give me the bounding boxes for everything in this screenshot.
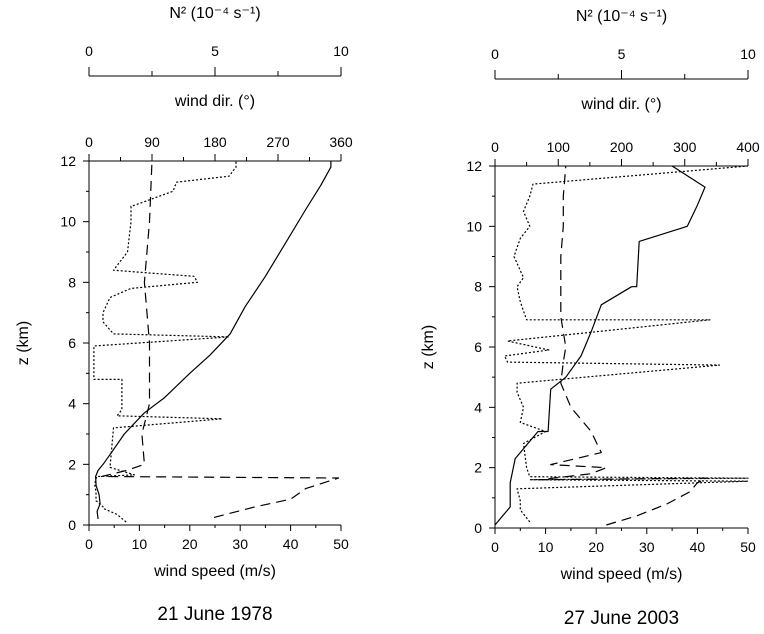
x-axis-tick-label: 20 [182, 536, 198, 552]
y-axis-title: z (km) [420, 325, 437, 369]
panel-caption: 27 June 2003 [564, 608, 679, 629]
y-axis-tick-label: 4 [68, 396, 76, 412]
y-axis-tick-label: 6 [68, 335, 76, 351]
n2-axis-tick-label: 10 [740, 46, 756, 62]
wind-dir-tick-label: 300 [673, 139, 697, 155]
panel-2003: N² (10⁻⁴ s⁻¹) wind dir. (°) z (km) wind … [420, 8, 760, 629]
n2-axis-tick-label: 0 [85, 43, 93, 59]
wind-dir-axis-title: wind dir. (°) [580, 96, 661, 113]
y-axis-title: z (km) [15, 321, 32, 365]
x-axis-tick-label: 30 [639, 539, 655, 555]
series-dashed-line [100, 160, 340, 518]
wind-dir-axis-title: wind dir. (°) [174, 93, 255, 110]
y-axis-tick-label: 8 [68, 274, 76, 290]
x-axis-tick-label: 20 [588, 539, 604, 555]
x-axis-title: wind speed (m/s) [560, 566, 683, 583]
panel-caption: 21 June 1978 [157, 604, 272, 625]
y-axis-tick-label: 10 [60, 214, 76, 230]
series-solid-line [494, 165, 706, 526]
y-axis-tick-label: 6 [474, 339, 482, 355]
wind-dir-tick-label: 200 [610, 139, 634, 155]
wind-dir-tick-label: 0 [85, 134, 93, 150]
x-axis-tick-label: 50 [740, 539, 756, 555]
x-axis-tick-label: 50 [333, 536, 349, 552]
wind-dir-tick-label: 180 [203, 134, 227, 150]
wind-dir-tick-label: 270 [266, 134, 290, 150]
y-axis-tick-label: 12 [60, 153, 76, 169]
panel-1978: N² (10⁻⁴ s⁻¹) wind dir. (°) z (km) wind … [15, 5, 353, 625]
y-axis-tick-label: 4 [474, 399, 482, 415]
series-dotted-line [503, 165, 749, 523]
wind-dir-tick-label: 0 [491, 139, 499, 155]
series-dashed-line [539, 165, 709, 526]
y-axis-tick-label: 0 [474, 520, 482, 536]
x-axis-tick-label: 0 [491, 539, 499, 555]
x-axis-tick-label: 40 [283, 536, 299, 552]
n2-axis-tick-label: 10 [333, 43, 349, 59]
n2-axis-title: N² (10⁻⁴ s⁻¹) [576, 8, 667, 25]
x-axis-title: wind speed (m/s) [153, 563, 276, 580]
x-axis-tick-label: 10 [538, 539, 554, 555]
n2-axis-title: N² (10⁻⁴ s⁻¹) [169, 5, 260, 22]
x-axis-tick-label: 0 [85, 536, 93, 552]
series-dotted-line [93, 161, 237, 523]
y-axis-tick-label: 12 [466, 158, 482, 174]
series-solid-line [94, 161, 332, 519]
wind-dir-tick-label: 90 [144, 134, 160, 150]
n2-axis-tick-label: 5 [618, 46, 626, 62]
y-axis-tick-label: 2 [68, 456, 76, 472]
n2-axis-tick-label: 0 [491, 46, 499, 62]
wind-dir-tick-label: 400 [736, 139, 760, 155]
y-axis-tick-label: 8 [474, 279, 482, 295]
n2-axis-tick-label: 5 [211, 43, 219, 59]
y-axis-tick-label: 10 [466, 218, 482, 234]
x-axis-tick-label: 30 [232, 536, 248, 552]
wind-dir-tick-label: 100 [547, 139, 571, 155]
x-axis-tick-label: 10 [132, 536, 148, 552]
x-axis-tick-label: 40 [690, 539, 706, 555]
y-axis-tick-label: 2 [474, 460, 482, 476]
wind-dir-tick-label: 360 [329, 134, 353, 150]
y-axis-tick-label: 0 [68, 517, 76, 533]
